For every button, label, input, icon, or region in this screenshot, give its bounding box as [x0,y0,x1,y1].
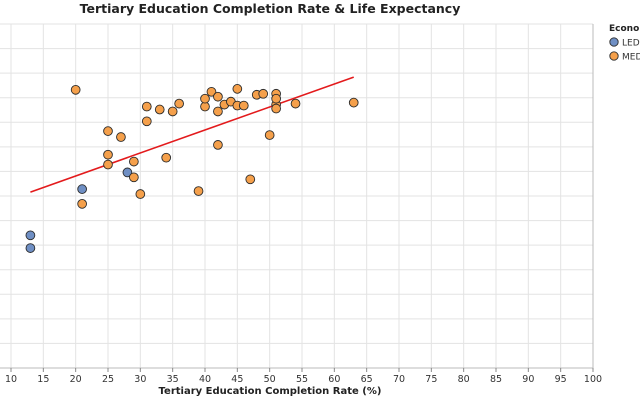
point-med [245,174,256,185]
point-ledc [122,167,133,178]
point-med [135,189,146,199]
point-ledc [77,184,87,194]
x-tick-label: 20 [70,374,82,385]
point-med [238,100,249,111]
x-tick-label: 80 [458,374,470,385]
point-med [232,84,243,94]
point-med [141,101,152,112]
point-ledc [25,230,36,241]
grid [0,23,594,369]
x-tick-label: 60 [328,374,340,385]
x-tick-label: 50 [264,374,276,385]
legend: Econom LEDC MED [609,24,640,63]
point-med [348,97,359,108]
point-med [141,116,152,127]
chart-title: Tertiary Education Completion Rate & Lif… [80,1,461,16]
point-med [213,106,223,117]
x-tick-label: 95 [555,374,567,385]
x-tick-label: 70 [393,374,405,385]
point-med [161,152,172,163]
data-points [25,84,359,253]
legend-marker-ledc [609,37,619,47]
legend-title: Econom [609,24,640,34]
point-med [103,159,113,170]
x-tick-label: 25 [102,374,114,385]
point-med [213,91,223,102]
point-med [271,103,281,114]
point-med [129,172,139,183]
point-med [271,93,281,104]
point-med [103,126,113,136]
x-tick-label: 30 [134,374,146,385]
point-med [77,199,87,209]
point-med [193,186,204,196]
x-axis: 10 15 20 25 30 35 40 45 50 55 60 65 70 75 80 85 90 95 100 [5,368,602,385]
x-tick-label: 55 [296,374,308,385]
point-med [103,149,113,160]
point-med [154,104,165,115]
point-med [129,156,139,167]
point-med [116,132,126,142]
x-tick-label: 75 [425,374,437,385]
x-tick-label: 65 [361,374,373,385]
x-tick-label: 45 [231,374,243,385]
point-med [174,98,184,109]
point-med [167,106,178,117]
point-med [258,88,269,99]
point-ledc [25,243,36,253]
point-med [264,130,275,140]
legend-label-ledc: LEDC [622,39,640,49]
legend-label-med: MED [622,53,640,63]
point-med [213,140,223,150]
trend-line [30,76,355,193]
x-tick-label: 35 [167,374,179,385]
x-tick-label: 90 [522,374,534,385]
x-tick-label: 15 [37,374,49,385]
point-med [70,85,81,95]
legend-marker-med [609,51,619,61]
point-med [206,86,217,97]
x-tick-label: 85 [490,374,502,385]
point-med [200,93,210,104]
x-tick-label: 100 [584,374,602,385]
x-tick-label: 40 [199,374,211,385]
trend-line-group [30,76,355,193]
x-tick-label: 10 [5,374,17,385]
point-med [290,98,301,109]
x-axis-title: Tertiary Education Completion Rate (%) [159,386,382,397]
